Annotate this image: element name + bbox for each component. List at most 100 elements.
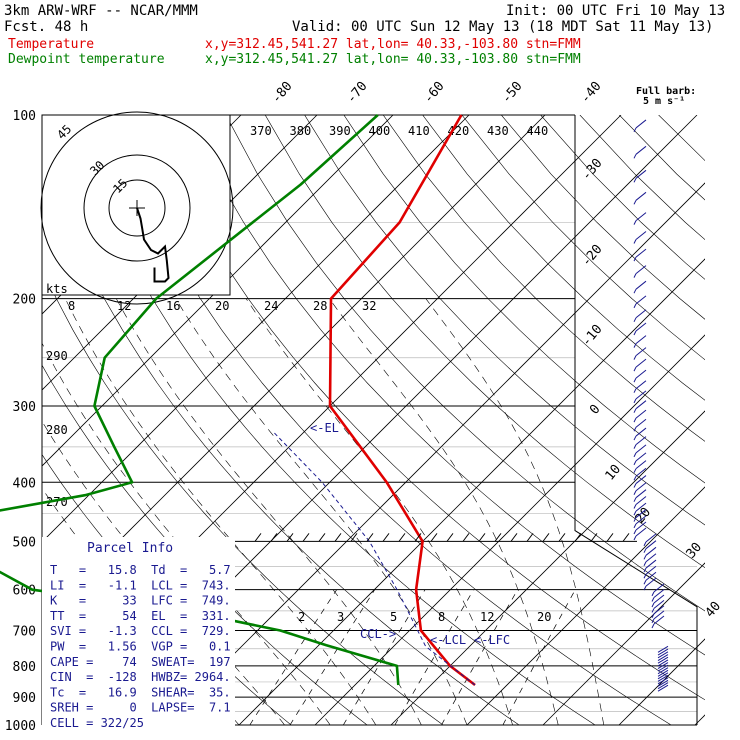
wind-barb-staff xyxy=(643,541,647,547)
dry-adiabat xyxy=(42,154,520,725)
wind-barb xyxy=(653,583,665,593)
isotherm-line xyxy=(162,182,705,725)
mixing-ratio-label: 24 xyxy=(264,299,278,313)
wind-barb-500 xyxy=(446,533,454,542)
isotherm-label: 40 xyxy=(703,599,725,621)
dewpoint-line xyxy=(0,114,400,686)
wind-barb xyxy=(657,654,669,661)
wind-barb-staff xyxy=(633,273,637,278)
init-time: Init: 00 UTC Fri 10 May 13 xyxy=(506,3,725,19)
isotherm-line xyxy=(0,115,13,725)
wind-barb-500 xyxy=(494,533,502,542)
wind-barb-500 xyxy=(334,533,342,542)
wind-barb-staff xyxy=(633,303,637,309)
wind-barb xyxy=(635,119,647,129)
wind-barb-staff xyxy=(633,154,637,159)
theta-side-label: 290 xyxy=(46,349,68,363)
theta-label: 430 xyxy=(487,124,509,138)
wind-barb xyxy=(653,589,665,598)
barb-legend-line1: Full barb: xyxy=(636,86,696,97)
wind-barb-500 xyxy=(254,533,262,542)
isotherm-label: -10 xyxy=(579,322,606,350)
dry-adiabat xyxy=(422,115,705,401)
wind-barb xyxy=(635,515,647,525)
wind-barb-staff xyxy=(633,178,637,183)
wind-barb-staff xyxy=(633,398,637,404)
wind-barb-staff xyxy=(633,388,637,393)
mixing-ratio-low-label: 3 xyxy=(337,610,344,624)
wind-barb-staff xyxy=(633,330,637,336)
wind-barb xyxy=(635,390,647,400)
dry-adiabat xyxy=(540,115,705,280)
wind-barb xyxy=(635,460,647,470)
wind-barb-500 xyxy=(510,533,518,542)
pressure-tick-label: 400 xyxy=(13,476,36,491)
isotherm-label: -60 xyxy=(421,79,448,107)
wind-barb-staff xyxy=(633,200,637,205)
wind-barb-staff xyxy=(633,127,637,133)
wind-barb-500 xyxy=(302,533,310,542)
wind-barb xyxy=(635,265,647,275)
wind-barb xyxy=(635,145,647,155)
wind-barb-staff xyxy=(651,597,655,602)
lfc-annotation: <-LFC xyxy=(474,633,510,647)
dry-adiabat xyxy=(343,115,705,484)
dry-adiabat xyxy=(186,115,705,656)
wind-barb xyxy=(635,280,647,290)
wind-barb xyxy=(635,248,647,258)
wind-barb xyxy=(653,615,665,625)
wind-barb xyxy=(653,594,665,604)
dry-adiabat xyxy=(658,115,705,162)
wind-barb xyxy=(635,347,647,357)
wind-barb-500 xyxy=(366,533,374,542)
isotherm-line xyxy=(42,115,546,619)
parcel-info-row: SVI = -1.3 CCL = 729. xyxy=(50,624,231,638)
moist-adiabat xyxy=(175,298,468,725)
wind-barb-500 xyxy=(462,533,470,542)
wind-barb-staff xyxy=(643,567,647,573)
parcel-info-row: CIN = -128 HWBZ= 2964. xyxy=(50,670,231,684)
wind-barb-staff xyxy=(633,529,637,535)
wind-barb-staff xyxy=(633,317,637,323)
wind-barb-staff xyxy=(633,377,637,383)
isotherm-label: -30 xyxy=(579,156,606,184)
wind-barb xyxy=(635,489,647,499)
wind-barb xyxy=(635,521,647,531)
wind-barb xyxy=(657,679,669,687)
wind-barb xyxy=(635,467,647,477)
isotherm-line xyxy=(542,562,705,725)
isotherm-label: -80 xyxy=(269,79,296,107)
theta-label: 390 xyxy=(329,124,351,138)
wind-barb-staff xyxy=(633,288,637,294)
dry-adiabat xyxy=(579,115,705,241)
parcel-info-row: K = 33 LFC = 749. xyxy=(50,594,231,608)
wind-barb-staff xyxy=(633,256,637,262)
temperature-legend-location: x,y=312.45,541.27 lat,lon= 40.33,-103.80… xyxy=(205,37,581,52)
el-annotation: <-EL xyxy=(310,421,339,435)
wind-barb xyxy=(635,427,647,437)
theta-label: 410 xyxy=(408,124,430,138)
wind-barb-staff xyxy=(643,585,647,591)
wind-barb xyxy=(635,444,647,454)
pressure-tick-label: 800 xyxy=(13,660,36,675)
mixing-ratio-label: 12 xyxy=(117,299,131,313)
wind-barb-staff xyxy=(633,468,637,473)
temperature-line xyxy=(328,114,476,687)
annotations: <-EL CCL-> <-LCL <-LFC xyxy=(310,421,510,647)
wind-barb xyxy=(635,482,647,492)
wind-barb-500 xyxy=(414,533,422,542)
wind-barb-staff xyxy=(633,483,637,488)
wind-barb xyxy=(653,610,665,620)
wind-barb xyxy=(635,231,647,240)
wind-barb-500 xyxy=(622,533,630,542)
wind-barb-500 xyxy=(574,533,582,542)
wind-barb-500 xyxy=(382,533,390,542)
parcel-info-row: TT = 54 EL = 331. xyxy=(50,609,231,623)
wind-barb xyxy=(635,358,647,368)
hodograph-ring xyxy=(108,179,166,237)
parcel-info-table: Parcel Info T = 15.8 Td = 5.7LI = -1.1 L… xyxy=(42,537,235,730)
mixing-ratio-low-label: 8 xyxy=(438,610,445,624)
dry-adiabat xyxy=(225,115,705,612)
wind-barb xyxy=(635,369,647,379)
theta-side-label: 280 xyxy=(46,423,68,437)
